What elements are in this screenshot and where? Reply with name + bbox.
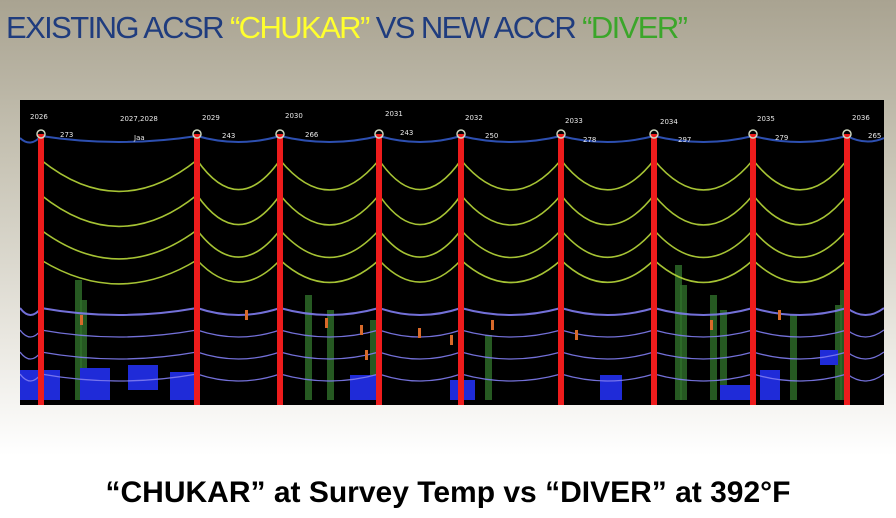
pole-7	[651, 134, 657, 405]
marker-5	[365, 350, 368, 360]
structure-offset-6: 250	[485, 132, 498, 140]
vegetation-7	[675, 265, 682, 400]
marker-4	[360, 325, 363, 335]
vegetation-12	[835, 305, 842, 400]
structure-offset-5: 243	[400, 129, 413, 137]
pole-9	[844, 134, 850, 405]
insulator-2	[192, 129, 202, 139]
structure-offset-9: 279	[775, 134, 788, 142]
insulator-1	[36, 129, 46, 139]
vegetation-1	[75, 280, 82, 400]
vegetation-13	[840, 290, 847, 400]
marker-1	[80, 315, 83, 325]
vegetation-5	[370, 320, 377, 400]
marker-11	[778, 310, 781, 320]
structure-number-3: 2029	[202, 114, 220, 122]
existing-conductor-1	[40, 159, 848, 193]
vegetation-10	[720, 310, 727, 400]
pole-4	[376, 134, 382, 405]
insulator-8	[748, 129, 758, 139]
existing-conductor-3	[40, 229, 848, 260]
structure-offset-7: 278	[583, 136, 596, 144]
insulator-5	[456, 129, 466, 139]
ground-object-9	[760, 370, 780, 400]
ground-object-10	[820, 350, 838, 365]
title-diver: “DIVER”	[582, 10, 688, 45]
structure-offset-1: 273	[60, 131, 73, 139]
pole-5	[458, 134, 464, 405]
marker-8	[491, 320, 494, 330]
insulator-4	[374, 129, 384, 139]
title-new: VS NEW ACCR	[368, 10, 583, 45]
ground-object-8	[720, 385, 750, 400]
structure-number-1: 2026	[30, 113, 48, 121]
vegetation-6	[485, 335, 492, 400]
pole-1	[38, 134, 44, 405]
vegetation-4	[327, 310, 334, 400]
vegetation-3	[305, 295, 312, 400]
ground-object-7	[600, 375, 622, 400]
structure-number-5: 2031	[385, 110, 403, 118]
structure-offset-8: 297	[678, 136, 691, 144]
structure-offset-10: 265	[868, 132, 881, 140]
structure-number-2: 2027,2028	[120, 115, 158, 123]
slide-title: EXISTING ACSR “CHUKAR” VS NEW ACCR “DIVE…	[6, 10, 688, 46]
title-chukar: “CHUKAR”	[229, 10, 370, 45]
structure-offset-2: Jaa	[133, 134, 145, 142]
title-existing: EXISTING ACSR	[6, 10, 230, 45]
marker-9	[575, 330, 578, 340]
marker-3	[325, 318, 328, 328]
ground-object-3	[128, 365, 158, 390]
structure-number-10: 2036	[852, 114, 870, 122]
marker-6	[418, 328, 421, 338]
marker-10	[710, 320, 713, 330]
insulator-7	[649, 129, 659, 139]
structure-number-7: 2033	[565, 117, 583, 125]
ground-object-2	[80, 368, 110, 400]
lidar-profile-svg: 2026 273 2027,2028 Jaa 2029 243 2030 266 2031 243…	[19, 110, 885, 405]
vegetation-8	[680, 285, 687, 400]
pole-2	[194, 134, 200, 405]
marker-2	[245, 310, 248, 320]
slide-caption: “CHUKAR” at Survey Temp vs “DIVER” at 39…	[105, 476, 791, 509]
structure-number-4: 2030	[285, 112, 303, 120]
marker-7	[450, 335, 453, 345]
structure-number-6: 2032	[465, 114, 483, 122]
vegetation-2	[80, 300, 87, 400]
insulator-3	[275, 129, 285, 139]
structure-number-8: 2034	[660, 118, 678, 126]
insulator-9	[842, 129, 852, 139]
pole-3	[277, 134, 283, 405]
structure-offset-3: 243	[222, 132, 235, 140]
vegetation-9	[710, 295, 717, 400]
pole-8	[750, 134, 756, 405]
lidar-profile-panel: 2026 273 2027,2028 Jaa 2029 243 2030 266 2031 243…	[19, 100, 885, 405]
pole-6	[558, 134, 564, 405]
structure-number-9: 2035	[757, 115, 775, 123]
existing-conductor-2	[40, 194, 848, 228]
insulator-6	[556, 129, 566, 139]
structure-offset-4: 266	[305, 131, 319, 139]
existing-conductor-4	[40, 259, 848, 285]
vegetation-11	[790, 315, 797, 400]
